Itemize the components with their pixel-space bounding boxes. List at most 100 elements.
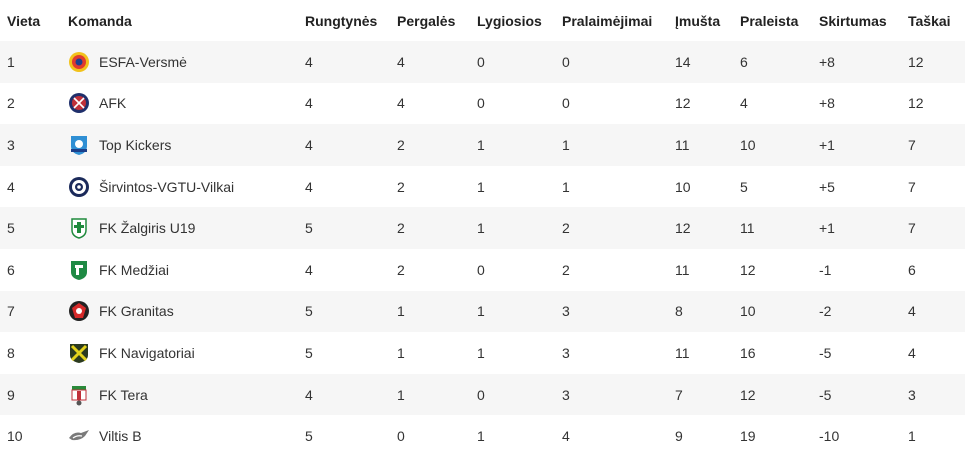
wins-cell: 2 bbox=[390, 248, 470, 291]
losses-cell: 1 bbox=[555, 165, 668, 208]
team-cell: Top Kickers bbox=[61, 124, 298, 166]
header-conceded[interactable]: Praleista bbox=[733, 0, 812, 41]
table-row[interactable]: 10 Viltis B 5 0 1 4 9 19 -10 1 bbox=[0, 415, 965, 457]
team-name[interactable]: FK Medžiai bbox=[99, 261, 170, 278]
conceded-cell: 5 bbox=[733, 165, 812, 208]
played-cell: 5 bbox=[298, 207, 390, 249]
conceded-cell: 12 bbox=[733, 373, 812, 416]
team-name[interactable]: FK Tera bbox=[99, 386, 148, 403]
team-wrapper: Širvintos-VGTU-Vilkai bbox=[68, 176, 298, 198]
header-wins[interactable]: Pergalės bbox=[390, 0, 470, 41]
table-row[interactable]: 4 Širvintos-VGTU-Vilkai 4 2 1 1 10 5 +5 7 bbox=[0, 165, 965, 208]
esfa-versme-logo-icon bbox=[68, 51, 90, 73]
table-row[interactable]: 1 ESFA-Versmė 4 4 0 0 14 6 +8 12 bbox=[0, 41, 965, 83]
played-cell: 5 bbox=[298, 415, 390, 457]
scored-cell: 12 bbox=[668, 82, 733, 125]
scored-cell: 14 bbox=[668, 41, 733, 83]
draws-cell: 0 bbox=[470, 373, 555, 416]
played-cell: 4 bbox=[298, 373, 390, 416]
header-scored[interactable]: Įmušta bbox=[668, 0, 733, 41]
draws-cell: 1 bbox=[470, 124, 555, 166]
table-row[interactable]: 9 FK Tera 4 1 0 3 7 12 -5 3 bbox=[0, 373, 965, 416]
team-wrapper: AFK bbox=[68, 92, 298, 114]
team-cell: FK Žalgiris U19 bbox=[61, 207, 298, 249]
points-cell: 6 bbox=[901, 248, 965, 291]
scored-cell: 11 bbox=[668, 332, 733, 374]
draws-cell: 1 bbox=[470, 207, 555, 249]
team-cell: FK Medžiai bbox=[61, 248, 298, 291]
team-name[interactable]: Širvintos-VGTU-Vilkai bbox=[99, 178, 235, 195]
table-row[interactable]: 8 FK Navigatoriai 5 1 1 3 11 16 -5 4 bbox=[0, 332, 965, 374]
table-row[interactable]: 6 FK Medžiai 4 2 0 2 11 12 -1 6 bbox=[0, 248, 965, 291]
team-wrapper: FK Navigatoriai bbox=[68, 342, 298, 364]
wins-cell: 0 bbox=[390, 415, 470, 457]
scored-cell: 8 bbox=[668, 290, 733, 333]
header-diff[interactable]: Skirtumas bbox=[812, 0, 901, 41]
points-cell: 12 bbox=[901, 82, 965, 125]
points-cell: 7 bbox=[901, 124, 965, 166]
header-played[interactable]: Rungtynės bbox=[298, 0, 390, 41]
team-name[interactable]: FK Žalgiris U19 bbox=[99, 220, 196, 237]
wins-cell: 2 bbox=[390, 124, 470, 166]
losses-cell: 3 bbox=[555, 373, 668, 416]
draws-cell: 0 bbox=[470, 82, 555, 125]
header-losses[interactable]: Pralaimėjimai bbox=[555, 0, 668, 41]
wins-cell: 4 bbox=[390, 82, 470, 125]
header-points[interactable]: Taškai bbox=[901, 0, 965, 41]
team-name[interactable]: FK Navigatoriai bbox=[99, 344, 195, 361]
conceded-cell: 12 bbox=[733, 248, 812, 291]
points-cell: 7 bbox=[901, 207, 965, 249]
header-team[interactable]: Komanda bbox=[61, 0, 298, 41]
team-wrapper: Viltis B bbox=[68, 425, 298, 447]
table-row[interactable]: 7 FK Granitas 5 1 1 3 8 10 -2 4 bbox=[0, 290, 965, 333]
team-cell: FK Navigatoriai bbox=[61, 332, 298, 374]
place-cell: 8 bbox=[0, 332, 61, 374]
team-name[interactable]: ESFA-Versmė bbox=[99, 53, 187, 70]
place-cell: 1 bbox=[0, 41, 61, 83]
afk-logo-icon bbox=[68, 92, 90, 114]
table-row[interactable]: 3 Top Kickers 4 2 1 1 11 10 +1 7 bbox=[0, 124, 965, 166]
place-cell: 9 bbox=[0, 373, 61, 416]
draws-cell: 1 bbox=[470, 415, 555, 457]
granitas-logo-icon bbox=[68, 300, 90, 322]
diff-cell: +1 bbox=[812, 207, 901, 249]
team-cell: ESFA-Versmė bbox=[61, 41, 298, 83]
scored-cell: 12 bbox=[668, 207, 733, 249]
played-cell: 5 bbox=[298, 290, 390, 333]
wins-cell: 2 bbox=[390, 207, 470, 249]
points-cell: 3 bbox=[901, 373, 965, 416]
scored-cell: 11 bbox=[668, 124, 733, 166]
played-cell: 4 bbox=[298, 165, 390, 208]
team-name[interactable]: Viltis B bbox=[99, 428, 142, 445]
draws-cell: 1 bbox=[470, 165, 555, 208]
wins-cell: 4 bbox=[390, 41, 470, 83]
team-name[interactable]: FK Granitas bbox=[99, 303, 174, 320]
header-place[interactable]: Vieta bbox=[0, 0, 61, 41]
conceded-cell: 16 bbox=[733, 332, 812, 374]
viltis-logo-icon bbox=[68, 425, 90, 447]
top-kickers-logo-icon bbox=[68, 134, 90, 156]
medziai-logo-icon bbox=[68, 259, 90, 281]
played-cell: 4 bbox=[298, 248, 390, 291]
place-cell: 2 bbox=[0, 82, 61, 125]
team-name[interactable]: Top Kickers bbox=[99, 136, 172, 153]
header-draws[interactable]: Lygiosios bbox=[470, 0, 555, 41]
diff-cell: -2 bbox=[812, 290, 901, 333]
diff-cell: +8 bbox=[812, 82, 901, 125]
conceded-cell: 19 bbox=[733, 415, 812, 457]
scored-cell: 7 bbox=[668, 373, 733, 416]
team-wrapper: FK Medžiai bbox=[68, 259, 298, 281]
place-cell: 5 bbox=[0, 207, 61, 249]
sirvintos-vilkai-logo-icon bbox=[68, 176, 90, 198]
conceded-cell: 10 bbox=[733, 290, 812, 333]
draws-cell: 0 bbox=[470, 248, 555, 291]
table-row[interactable]: 5 FK Žalgiris U19 5 2 1 2 12 11 +1 7 bbox=[0, 207, 965, 249]
team-wrapper: ESFA-Versmė bbox=[68, 51, 298, 73]
played-cell: 5 bbox=[298, 332, 390, 374]
draws-cell: 1 bbox=[470, 332, 555, 374]
zalgiris-logo-icon bbox=[68, 217, 90, 239]
team-name[interactable]: AFK bbox=[99, 95, 127, 112]
scored-cell: 11 bbox=[668, 248, 733, 291]
table-row[interactable]: 2 AFK 4 4 0 0 12 4 +8 12 bbox=[0, 82, 965, 125]
